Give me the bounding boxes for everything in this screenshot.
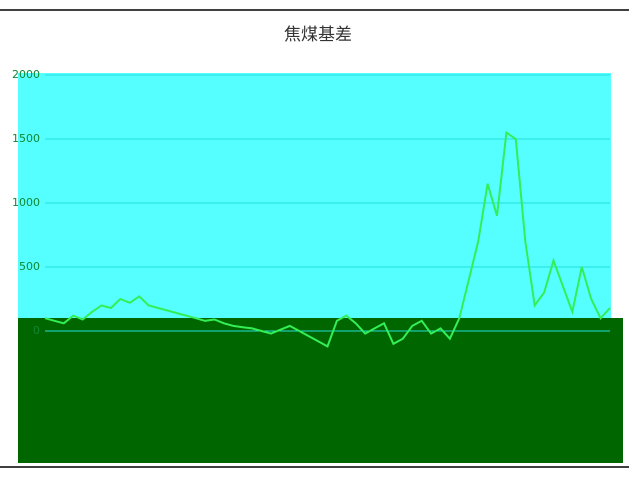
plot: 0 500 1000 1500 2000 bbox=[12, 68, 611, 348]
series-line bbox=[44, 130, 611, 348]
y-tick-label: 1000 bbox=[12, 196, 40, 209]
y-tick-label: 0 bbox=[33, 324, 40, 337]
y-tick-label: 1500 bbox=[12, 132, 40, 145]
y-tick-label: 500 bbox=[19, 260, 40, 273]
plot-background bbox=[18, 73, 611, 331]
chart-title: 焦煤基差 bbox=[284, 25, 352, 45]
plot-lower-band bbox=[18, 318, 623, 463]
y-tick-label: 2000 bbox=[12, 68, 40, 81]
